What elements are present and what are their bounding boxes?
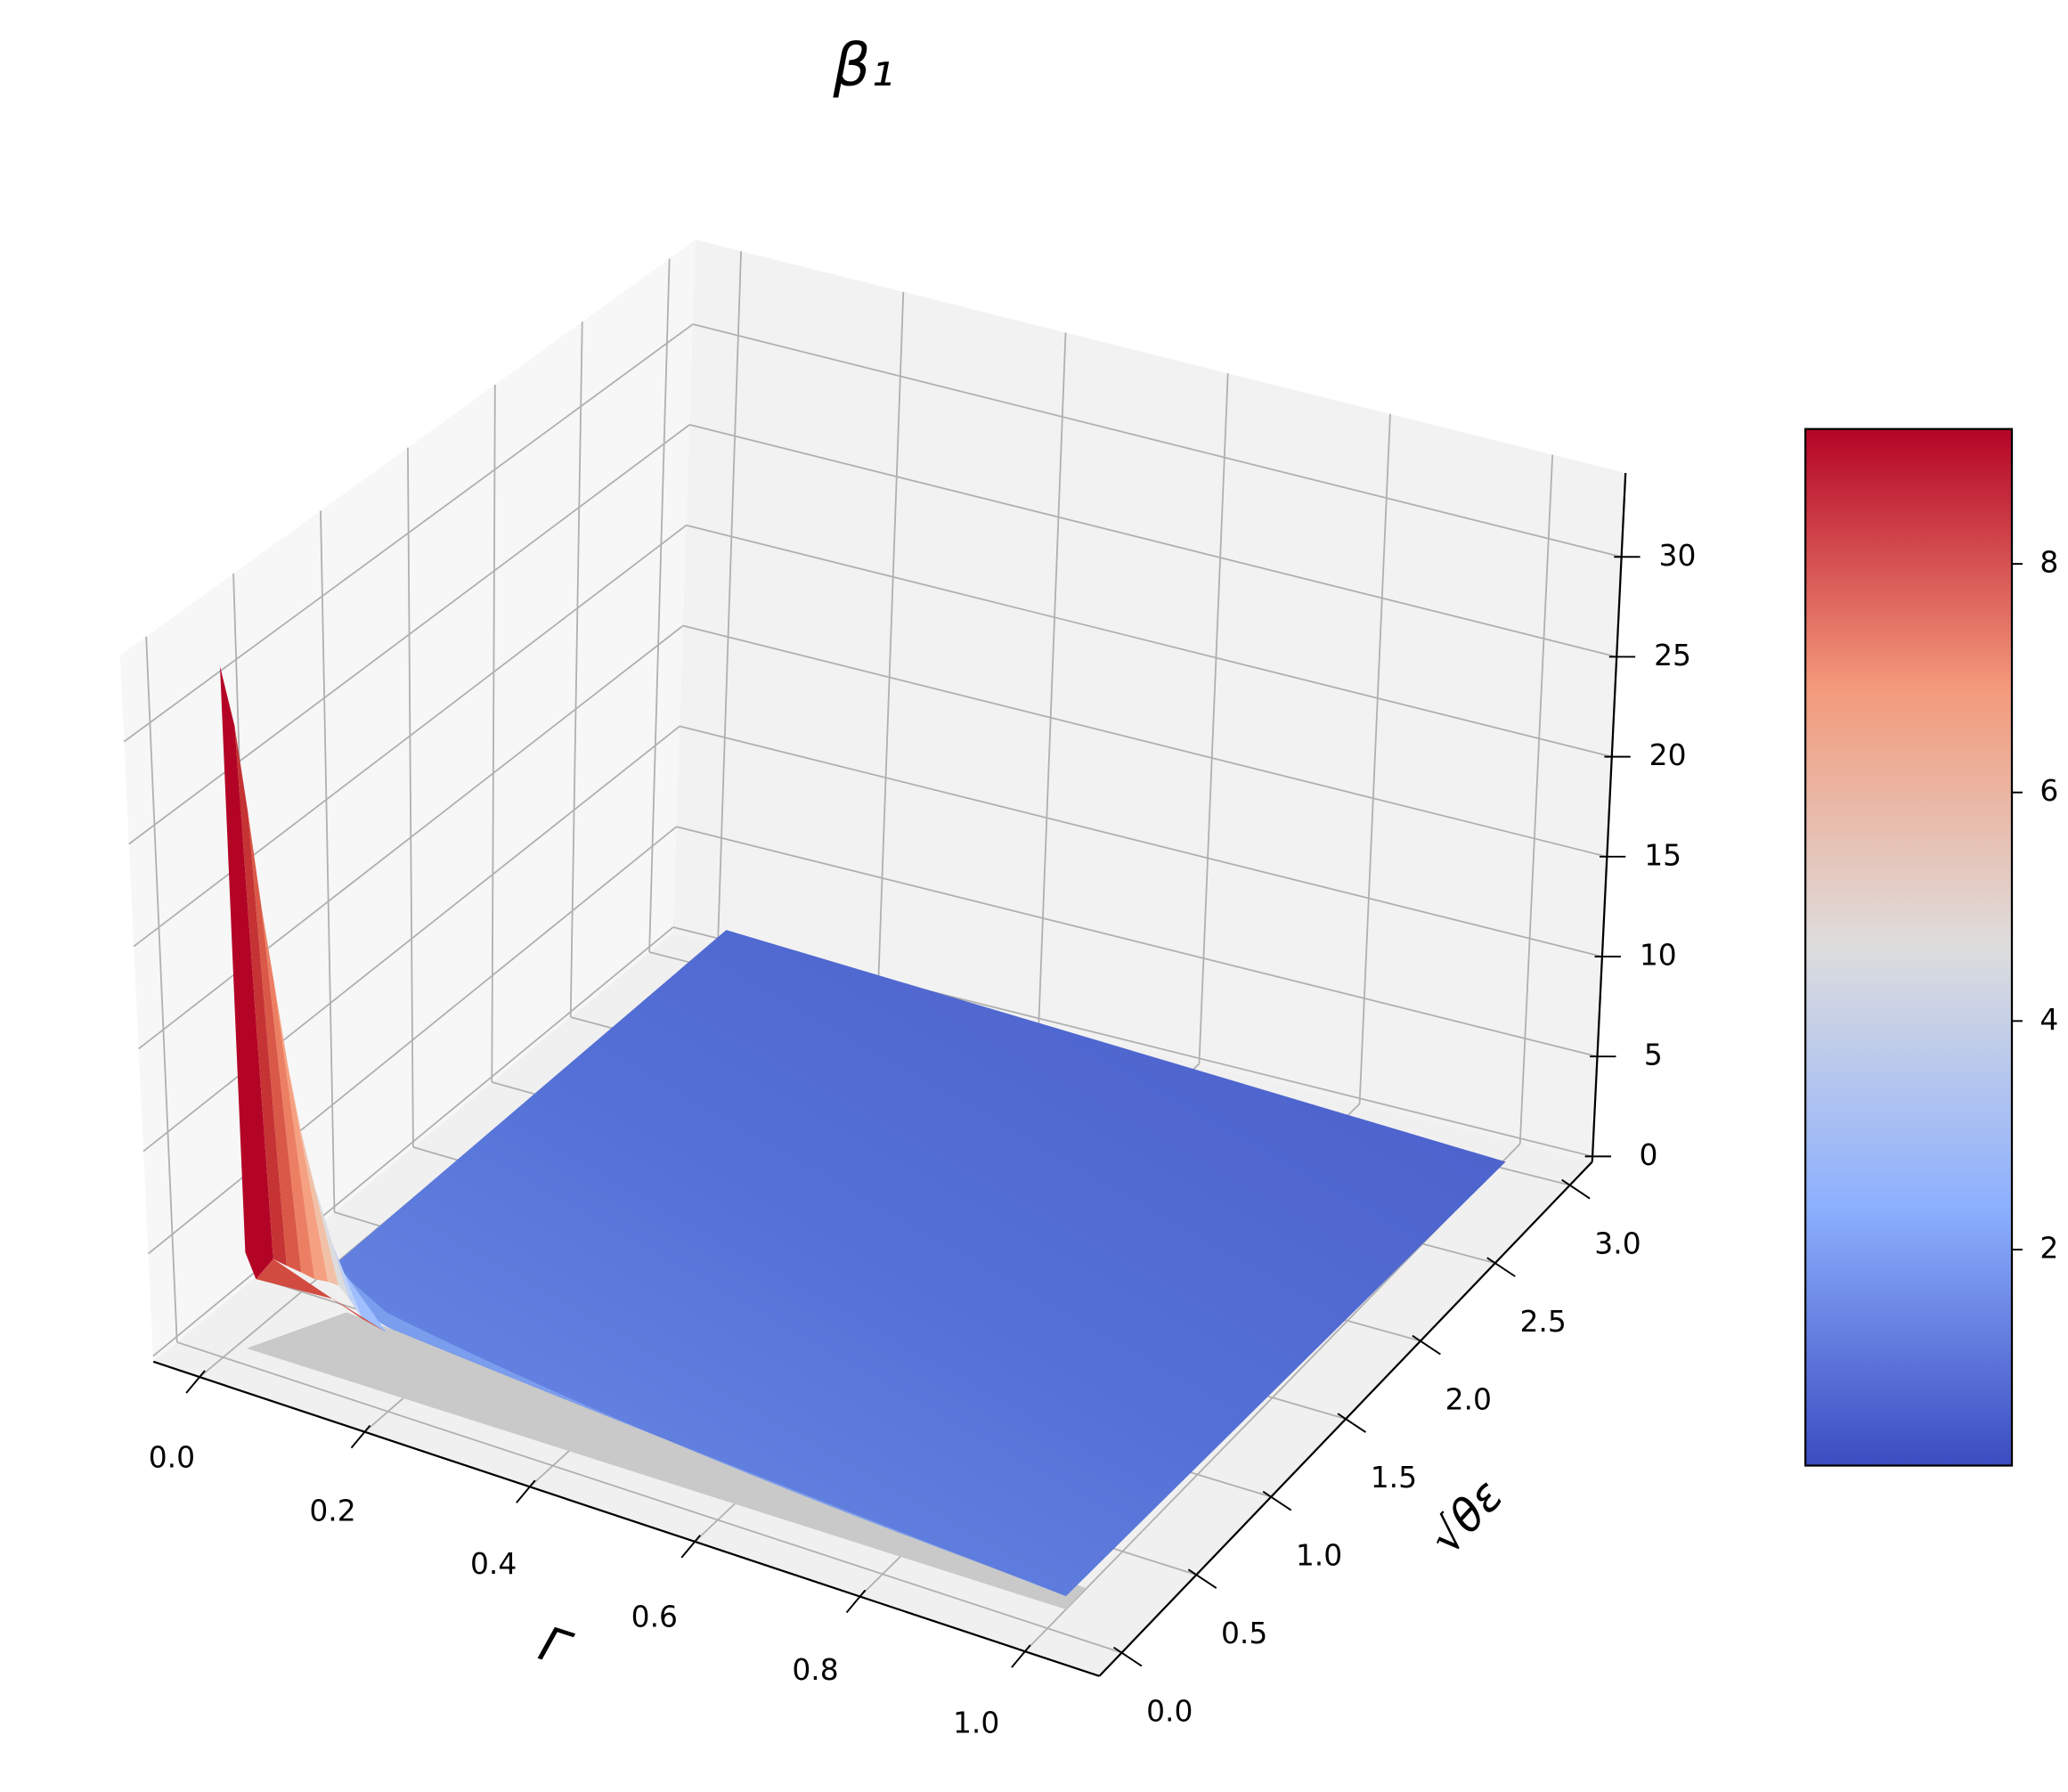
- tick-mark: [1187, 1568, 1217, 1589]
- y-tick-label: 1.5: [1371, 1460, 1417, 1495]
- tick-mark: [680, 1535, 701, 1559]
- z-tick-label: 30: [1659, 538, 1697, 573]
- tick-mark: [1262, 1490, 1292, 1511]
- tick-mark: [516, 1479, 536, 1503]
- grid-line: [147, 826, 678, 1255]
- grid-line: [128, 424, 690, 845]
- x-axis-label: Γ: [533, 1616, 579, 1678]
- z-tick-label: 5: [1644, 1038, 1663, 1072]
- grid-line: [133, 524, 688, 948]
- grid-line: [648, 258, 671, 953]
- z-axis-line: [1591, 472, 1627, 1162]
- grid-line: [1038, 332, 1067, 1024]
- tick-mark: [1011, 1644, 1031, 1668]
- grid-line: [407, 447, 414, 1147]
- surface-shadow: [246, 1312, 1087, 1610]
- tick-mark: [1412, 1334, 1441, 1356]
- x-tick-label: 0.6: [631, 1599, 678, 1633]
- grid-line: [676, 826, 1598, 1058]
- colorbar-tick-label: 2: [2040, 1230, 2058, 1265]
- surface-band: [248, 812, 302, 1273]
- y-tick-label: 2.0: [1445, 1381, 1492, 1416]
- surface: [219, 665, 1506, 1610]
- tick-mark: [185, 1370, 206, 1394]
- grid-line: [1518, 454, 1554, 1144]
- z-tick-label: 20: [1649, 737, 1687, 772]
- tick-mark: [1337, 1413, 1367, 1433]
- grid-line: [176, 1341, 1122, 1654]
- x-axis-line: [152, 1360, 1100, 1677]
- tick-mark: [845, 1589, 867, 1614]
- tick-mark: [1112, 1646, 1143, 1667]
- grid-line: [123, 323, 694, 743]
- grid-line: [689, 424, 1617, 658]
- y-tick-label: 0.5: [1221, 1616, 1267, 1650]
- grid-line: [138, 624, 684, 1050]
- y-tick-label: 1.0: [1296, 1537, 1342, 1572]
- y-tick-label: 2.5: [1519, 1304, 1566, 1339]
- colorbar-tick-label: 4: [2040, 1002, 2058, 1037]
- axes: 0.0 0.2 0.4 0.6 0.8 1.0 0.0 0.5 1.0 1.5 2.0 2.5 3.0 0…: [149, 472, 1697, 1739]
- colorbar-tick-label: 6: [2040, 773, 2058, 808]
- surface-peak: [219, 665, 273, 1280]
- x-tick-label: 1.0: [953, 1705, 999, 1739]
- grid-line: [1358, 413, 1391, 1104]
- tick-mark: [1486, 1257, 1516, 1277]
- z-tick-label: 15: [1644, 837, 1681, 872]
- grid-line: [717, 251, 742, 944]
- colorbar-axis: 2 4 6 8: [2011, 545, 2058, 1265]
- grid-line: [1198, 373, 1229, 1064]
- z-tick-label: 25: [1654, 638, 1691, 672]
- grid-line: [569, 322, 583, 1018]
- colorbar-tick-label: 8: [2040, 545, 2058, 580]
- y-tick-label: 0.0: [1146, 1693, 1193, 1728]
- grid-line: [877, 291, 905, 984]
- grid-line: [152, 926, 674, 1357]
- chart-title: β₁: [832, 31, 893, 100]
- grid-line: [142, 725, 680, 1153]
- y-tick-label: 3.0: [1594, 1226, 1641, 1260]
- x-tick-label: 0.0: [149, 1440, 195, 1475]
- colorbar: [1804, 428, 2014, 1467]
- x-tick-label: 0.4: [470, 1546, 517, 1581]
- tick-mark: [350, 1424, 371, 1449]
- tick-mark: [1561, 1178, 1591, 1200]
- surface-band: [234, 726, 287, 1267]
- surface-band: [261, 906, 315, 1280]
- grid-line: [145, 636, 178, 1342]
- x-tick-label: 0.8: [792, 1652, 838, 1687]
- z-tick-label: 0: [1639, 1137, 1657, 1172]
- grid-line: [686, 524, 1612, 758]
- grid-line: [320, 510, 336, 1212]
- grid-line: [679, 725, 1603, 957]
- surface-flat: [333, 930, 1506, 1597]
- y-axis-label: √θε: [1419, 1470, 1512, 1565]
- z-tick-label: 10: [1640, 938, 1677, 973]
- grid-line: [682, 624, 1608, 858]
- grid-line: [491, 384, 496, 1083]
- x-tick-label: 0.2: [309, 1493, 355, 1527]
- surface-base: [256, 1258, 387, 1332]
- grid-line: [692, 323, 1622, 558]
